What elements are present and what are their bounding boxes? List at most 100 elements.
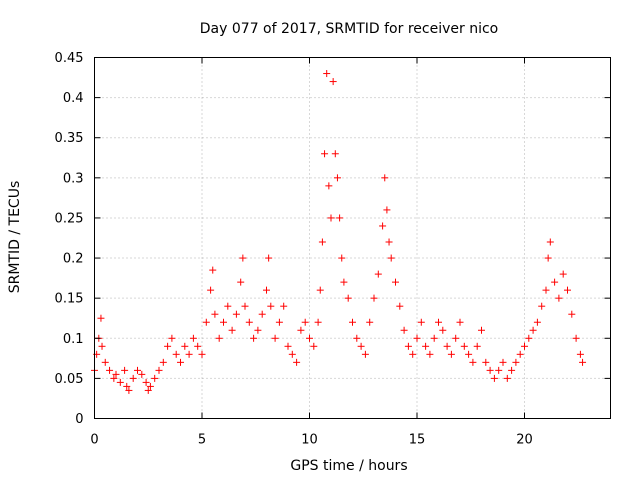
data-point <box>381 174 389 182</box>
data-point <box>116 378 124 386</box>
data-point <box>572 334 580 342</box>
y-tick-label: 0.45 <box>55 51 84 66</box>
data-point <box>333 174 341 182</box>
data-point <box>568 310 576 318</box>
data-point <box>207 286 215 294</box>
data-point <box>525 334 533 342</box>
data-point <box>97 314 105 322</box>
data-point <box>508 366 516 374</box>
data-point <box>284 342 292 350</box>
data-point <box>258 310 266 318</box>
data-point <box>544 254 552 262</box>
data-point <box>98 342 106 350</box>
data-point <box>310 342 318 350</box>
data-point <box>387 254 395 262</box>
data-point <box>529 326 537 334</box>
data-point <box>271 334 279 342</box>
data-point <box>469 358 477 366</box>
data-point <box>460 342 468 350</box>
x-tick-label: 10 <box>301 433 318 448</box>
data-point <box>447 350 455 358</box>
x-axis: 0 5 10 15 20 <box>90 57 533 448</box>
x-tick-label: 5 <box>198 433 206 448</box>
data-point <box>370 294 378 302</box>
data-point <box>499 358 507 366</box>
data-point <box>112 370 120 378</box>
data-point <box>293 358 301 366</box>
data-point <box>452 334 460 342</box>
data-point <box>110 374 118 382</box>
y-tick-label: 0.25 <box>55 211 84 226</box>
plot-frame <box>94 57 611 419</box>
data-point <box>306 334 313 342</box>
data-point <box>417 318 425 326</box>
data-point <box>495 366 503 374</box>
data-point <box>275 318 283 326</box>
data-point <box>159 358 167 366</box>
data-point <box>533 318 541 326</box>
data-point <box>396 302 404 310</box>
data-point <box>456 318 464 326</box>
data-point <box>297 326 305 334</box>
data-point <box>546 238 554 246</box>
data-point <box>316 286 324 294</box>
data-point <box>144 386 152 394</box>
chart-title: Day 077 of 2017, SRMTID for receiver nic… <box>200 21 498 37</box>
data-point <box>314 318 322 326</box>
y-axis: 0 0.05 0.1 0.15 0.2 0.25 0.3 0.35 0.4 0.45 <box>55 51 611 427</box>
data-point <box>366 318 374 326</box>
data-point <box>168 334 176 342</box>
data-points <box>91 70 587 394</box>
data-point <box>349 318 356 326</box>
data-point <box>172 350 180 358</box>
data-point <box>486 366 494 374</box>
data-point <box>400 326 408 334</box>
data-point <box>503 374 511 382</box>
data-point <box>473 342 481 350</box>
data-point <box>185 350 193 358</box>
data-point <box>318 238 326 246</box>
data-point <box>564 286 571 294</box>
data-point <box>559 270 567 278</box>
data-point <box>385 238 393 246</box>
data-point <box>301 318 309 326</box>
data-point <box>374 270 382 278</box>
y-tick-label: 0.15 <box>55 292 84 307</box>
data-point <box>576 350 584 358</box>
data-point <box>542 286 550 294</box>
data-point <box>478 326 485 334</box>
data-point <box>215 334 223 342</box>
data-point <box>121 366 129 374</box>
data-point <box>490 374 498 382</box>
y-tick-label: 0.2 <box>63 252 84 267</box>
data-point <box>267 302 275 310</box>
data-point <box>209 266 217 274</box>
data-point <box>125 386 133 394</box>
data-point <box>430 334 438 342</box>
data-point <box>265 254 273 262</box>
data-point <box>123 382 131 390</box>
data-point <box>579 358 587 366</box>
data-point <box>344 294 352 302</box>
data-point <box>336 214 344 222</box>
data-point <box>263 286 270 294</box>
data-point <box>329 78 337 86</box>
data-point <box>321 150 329 158</box>
data-point <box>129 374 137 382</box>
y-tick-label: 0.3 <box>63 171 84 186</box>
data-point <box>409 350 417 358</box>
data-point <box>516 350 524 358</box>
data-point <box>101 358 109 366</box>
y-tick-label: 0.05 <box>55 372 84 387</box>
data-point <box>357 342 365 350</box>
data-point <box>241 302 249 310</box>
data-point <box>521 342 528 350</box>
data-point <box>288 350 296 358</box>
data-point <box>555 294 563 302</box>
data-point <box>353 334 361 342</box>
x-tick-label: 20 <box>516 433 533 448</box>
x-axis-label: GPS time / hours <box>290 458 407 474</box>
data-point <box>325 182 333 190</box>
data-point <box>146 382 154 390</box>
